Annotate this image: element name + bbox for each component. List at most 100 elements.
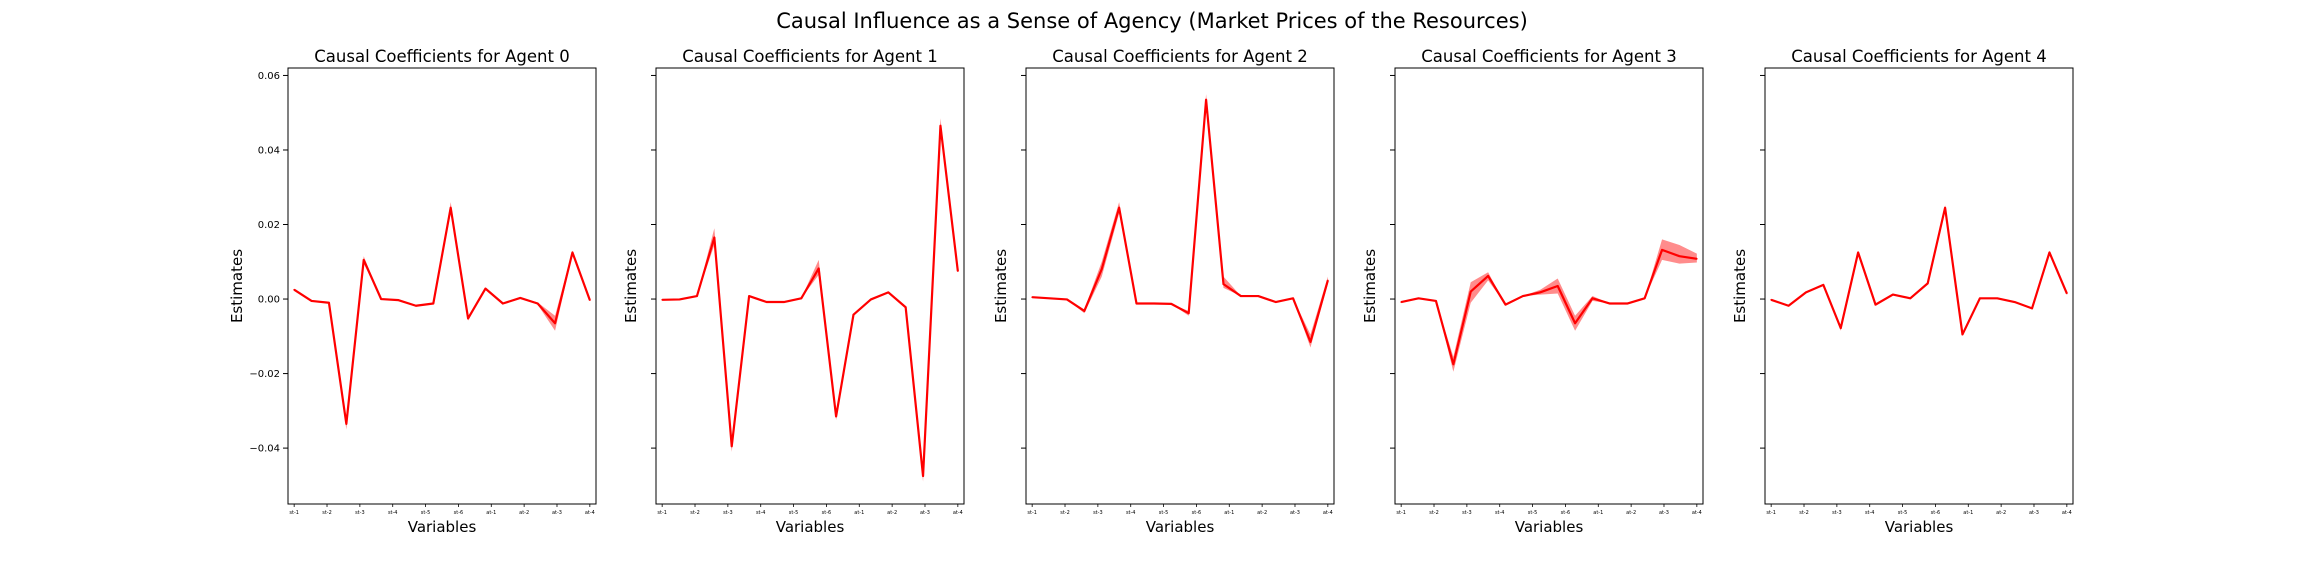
x-tick-label: st-6 — [822, 510, 832, 516]
data-point — [432, 302, 435, 305]
chart-panel-agent-0: Causal Coefficients for Agent 0 −0.04 −0.0… — [228, 47, 597, 536]
data-point — [293, 288, 295, 291]
data-point — [1504, 303, 1507, 306]
data-point — [713, 236, 716, 239]
panels: Causal Coefficients for Agent 0 −0.04 −0.0… — [228, 47, 2074, 536]
data-point — [589, 299, 591, 301]
y-tick-label: 0.04 — [258, 145, 280, 156]
data-point — [1153, 302, 1155, 305]
x-tick-label: at-1 — [854, 510, 864, 516]
data-point — [1327, 279, 1329, 282]
x-axis-label: Variables — [776, 518, 845, 536]
data-point — [1274, 301, 1277, 303]
axes-frame — [1025, 67, 1335, 505]
data-point — [554, 322, 556, 325]
data-point — [1770, 298, 1772, 301]
x-tick-label: st-2 — [690, 510, 700, 516]
data-point — [1031, 296, 1033, 298]
data-point — [1066, 298, 1068, 301]
axes-frame — [1764, 67, 2074, 505]
data-point — [783, 301, 785, 303]
x-tick-label: at-1 — [1593, 510, 1603, 516]
x-tick-label: st-3 — [1832, 510, 1842, 516]
confidence-band — [662, 118, 958, 482]
x-tick-label: at-3 — [1290, 510, 1300, 516]
data-point — [1609, 302, 1611, 305]
data-point — [678, 298, 681, 301]
data-point — [1205, 98, 1207, 101]
y-tick-label: −0.04 — [249, 444, 280, 455]
data-point — [1874, 303, 1877, 306]
confidence-band — [1401, 239, 1697, 372]
data-point — [817, 267, 820, 270]
x-tick-label: st-4 — [1126, 510, 1136, 516]
y-tick-label: −0.02 — [249, 369, 280, 380]
data-point — [1696, 258, 1698, 260]
data-point — [502, 302, 504, 305]
x-tick-label: st-6 — [1931, 510, 1941, 516]
x-tick-label: st-5 — [421, 510, 431, 516]
x-tick-label: at-3 — [2029, 510, 2039, 516]
data-point — [1678, 255, 1681, 257]
chart-panel-agent-4: Causal Coefficients for Agent 4 st-1 st-2 s… — [1731, 47, 2074, 536]
chart-panel-agent-1: Causal Coefficients for Agent 1 st-1 st-2 s… — [622, 47, 965, 536]
data-point — [1926, 282, 1929, 285]
panel-title: Causal Coefficients for Agent 1 — [682, 47, 937, 66]
data-point — [870, 298, 872, 301]
x-tick-label: st-1 — [1766, 510, 1776, 516]
x-axis-label: Variables — [1515, 518, 1584, 536]
data-point — [765, 301, 768, 303]
x-tick-label: st-4 — [1495, 510, 1505, 516]
data-point — [1961, 333, 1964, 336]
x-tick-label: st-4 — [1865, 510, 1875, 516]
x-tick-label: at-3 — [552, 510, 562, 516]
axes-frame — [655, 67, 965, 505]
chart-panel-agent-2: Causal Coefficients for Agent 2 st-1 st-2 s… — [992, 47, 1335, 536]
data-point — [449, 206, 452, 209]
data-point — [345, 423, 348, 425]
x-tick-label: at-1 — [486, 510, 496, 516]
data-point — [1822, 284, 1825, 286]
data-point — [2013, 301, 2016, 303]
data-point — [1222, 283, 1225, 285]
x-tick-label: st-2 — [1060, 510, 1070, 516]
series-line — [1770, 206, 2068, 336]
data-point — [1787, 304, 1790, 307]
data-point — [939, 124, 942, 127]
x-tick-label: st-5 — [789, 510, 799, 516]
data-point — [310, 300, 313, 302]
panel-title: Causal Coefficients for Agent 2 — [1052, 47, 1307, 66]
data-point — [835, 415, 837, 418]
data-point — [1487, 275, 1489, 277]
data-point — [1309, 341, 1312, 343]
x-tick-label: at-2 — [519, 510, 529, 516]
y-tick-label: 0.02 — [258, 220, 280, 231]
x-tick-label: at-4 — [1692, 510, 1702, 516]
data-point — [1400, 301, 1402, 303]
data-point — [1118, 206, 1120, 209]
x-tick-label: at-4 — [1323, 510, 1333, 516]
x-tick-label: st-5 — [1528, 510, 1538, 516]
data-point — [1661, 249, 1663, 251]
data-point — [1257, 295, 1260, 297]
x-tick-label: st-2 — [322, 510, 332, 516]
data-point — [380, 298, 382, 300]
x-tick-label: st-6 — [454, 510, 464, 516]
data-point — [2031, 307, 2033, 310]
data-point — [1100, 268, 1103, 271]
data-point — [1170, 303, 1173, 305]
data-point — [1626, 302, 1629, 305]
data-point — [1574, 322, 1576, 325]
x-tick-label: st-2 — [1799, 510, 1809, 516]
data-point — [1417, 297, 1420, 300]
data-point — [1556, 285, 1559, 287]
data-point — [1452, 363, 1455, 366]
panel-title: Causal Coefficients for Agent 0 — [314, 47, 569, 66]
data-point — [852, 313, 855, 316]
panel-title: Causal Coefficients for Agent 4 — [1791, 47, 2046, 66]
x-tick-label: st-3 — [1462, 510, 1472, 516]
y-axis-label: Estimates — [992, 249, 1010, 323]
figure-suptitle: Causal Influence as a Sense of Agency (M… — [776, 9, 1528, 33]
data-point — [1839, 327, 1842, 329]
